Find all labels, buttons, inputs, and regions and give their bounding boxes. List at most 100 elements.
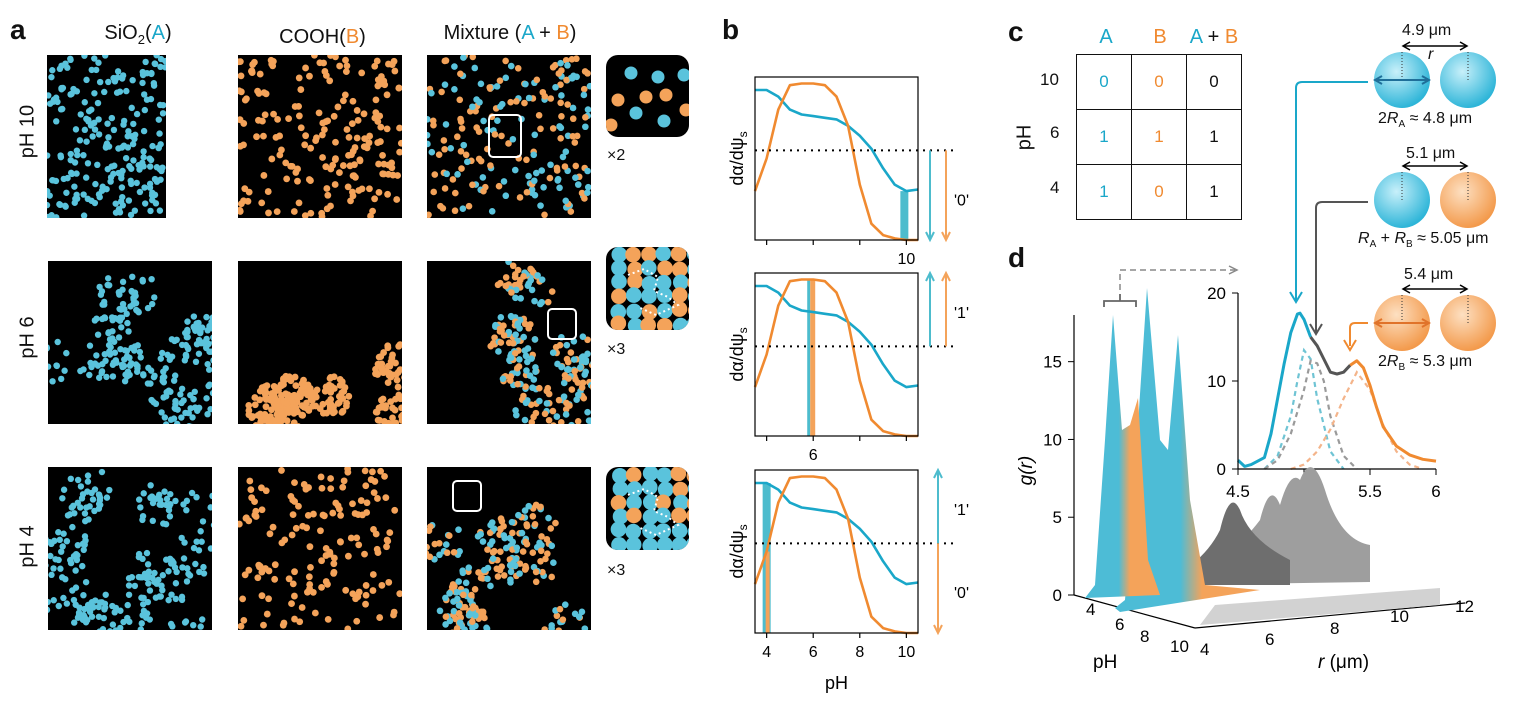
particle [181, 357, 189, 364]
particle [507, 576, 514, 584]
particle [171, 564, 179, 571]
particle [447, 144, 455, 152]
particle [540, 184, 547, 191]
particle [550, 422, 557, 424]
gr-slab-ph4 [1085, 315, 1160, 598]
particle [509, 339, 517, 347]
particle [48, 73, 55, 81]
particle [85, 116, 92, 124]
particle [191, 325, 198, 332]
particle [170, 415, 178, 422]
particle [552, 343, 560, 351]
state-arrow-b-head [941, 231, 951, 243]
particle [516, 570, 523, 577]
particle [353, 534, 361, 542]
particle [258, 506, 266, 514]
particle [496, 77, 504, 85]
particle [563, 355, 571, 363]
particle [550, 559, 557, 567]
diagram-distance-label-aa: 4.9 μm [1402, 22, 1452, 39]
particle [210, 334, 212, 341]
particle [378, 581, 386, 589]
particle [677, 68, 689, 82]
particle [554, 177, 562, 184]
particle [532, 578, 540, 586]
particle [167, 490, 174, 498]
particle [119, 363, 126, 371]
particle [82, 174, 90, 181]
particle [311, 55, 318, 59]
particle [95, 131, 103, 138]
particle [508, 289, 515, 296]
table-row: 1 0 1 [1076, 164, 1242, 220]
particle [360, 110, 368, 118]
particle [58, 84, 65, 92]
particle [260, 132, 267, 140]
particle [119, 300, 127, 308]
particle [450, 548, 458, 556]
particle [118, 184, 126, 191]
particle [298, 386, 305, 393]
chart-b-pH6: 6 dα/dψs '1' [727, 270, 969, 464]
particle [627, 273, 643, 290]
chart-b-pH4: 4 6 8 10 pH dα/dψs '1' '0' [727, 467, 969, 693]
particle [84, 488, 91, 495]
particle [449, 176, 457, 183]
particle [561, 601, 569, 608]
particle [256, 387, 264, 395]
particle [101, 350, 108, 358]
particle [84, 160, 92, 167]
particle [389, 404, 396, 412]
particle [330, 554, 338, 562]
particle [625, 523, 642, 540]
particle [200, 340, 208, 347]
particle [295, 112, 303, 120]
particle [440, 137, 448, 144]
particle [156, 593, 163, 600]
particle [242, 514, 250, 522]
particle [143, 69, 151, 77]
particle [523, 156, 530, 164]
particle [300, 481, 308, 488]
particle [107, 178, 114, 185]
particle [486, 84, 494, 91]
inset-x-tick-label: 6 [1431, 482, 1440, 501]
particle [69, 587, 76, 594]
particle [240, 120, 248, 127]
diagram-r-label: r [1428, 46, 1434, 63]
particle [477, 574, 485, 582]
particle [258, 199, 266, 207]
particle [74, 499, 81, 506]
particle [135, 161, 142, 169]
particle [297, 86, 305, 93]
particle [91, 126, 99, 133]
particle [190, 621, 197, 629]
particle [441, 185, 449, 192]
particle [351, 161, 358, 169]
state-label-0: '0' [954, 585, 969, 602]
particle [460, 591, 467, 599]
particle [498, 517, 506, 525]
particle [324, 615, 332, 623]
r-axis [1194, 602, 1466, 629]
highlight-bar-a [807, 279, 811, 436]
particle [68, 504, 76, 511]
particle [135, 496, 143, 503]
particle [289, 580, 297, 588]
particle [298, 411, 306, 419]
particle [567, 349, 575, 356]
particle [340, 477, 348, 485]
particle [397, 139, 402, 147]
particle [441, 145, 448, 153]
particle [562, 56, 570, 64]
particle [584, 336, 591, 344]
particle [511, 166, 519, 174]
particle [52, 556, 59, 563]
particle [515, 511, 522, 519]
particle [610, 521, 627, 538]
particle [327, 388, 335, 396]
particle [642, 494, 659, 510]
particle [327, 165, 335, 173]
particle [326, 77, 334, 85]
particle [255, 561, 263, 569]
